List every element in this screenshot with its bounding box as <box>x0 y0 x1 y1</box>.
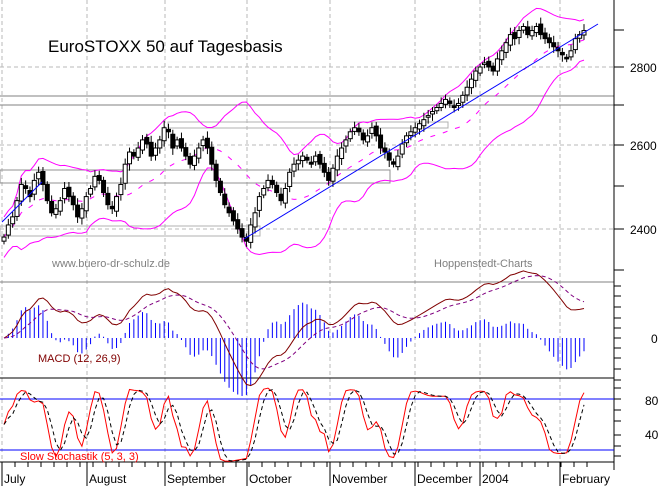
macd-label: MACD (12, 26,9) <box>38 353 121 365</box>
bollinger-bands <box>3 7 585 258</box>
month-august: August <box>89 472 127 486</box>
month-november: November <box>332 472 387 486</box>
watermark-left: www.buero-dr-schulz.de <box>51 258 170 270</box>
month-2004: 2004 <box>482 472 509 486</box>
price-candles <box>1 17 587 249</box>
stoch-label: Slow Stochastik (5, 3, 3) <box>20 451 139 463</box>
watermark-right: Hoppenstedt-Charts <box>434 258 533 270</box>
y-label-stoch-40: 40 <box>645 428 659 442</box>
macd-panel <box>3 270 585 396</box>
month-december: December <box>417 472 472 486</box>
grid-lines <box>0 0 614 470</box>
month-february: February <box>562 472 610 486</box>
month-october: October <box>249 472 292 486</box>
y-label-macd-0: 0 <box>651 332 658 346</box>
month-july: July <box>4 472 25 486</box>
month-september: September <box>167 472 226 486</box>
stochastic-panel <box>3 387 585 462</box>
y-label-stoch-80: 80 <box>645 394 659 408</box>
support-resistance-zones <box>0 95 614 237</box>
axis-ticks <box>614 29 624 457</box>
y-label-2600: 2600 <box>630 139 657 153</box>
y-label-2800: 2800 <box>630 61 657 75</box>
trendlines <box>1 23 599 240</box>
chart-title: EuroSTOXX 50 auf Tagesbasis <box>48 37 283 56</box>
month-axis <box>1 462 588 486</box>
y-label-2400: 2400 <box>630 223 657 237</box>
